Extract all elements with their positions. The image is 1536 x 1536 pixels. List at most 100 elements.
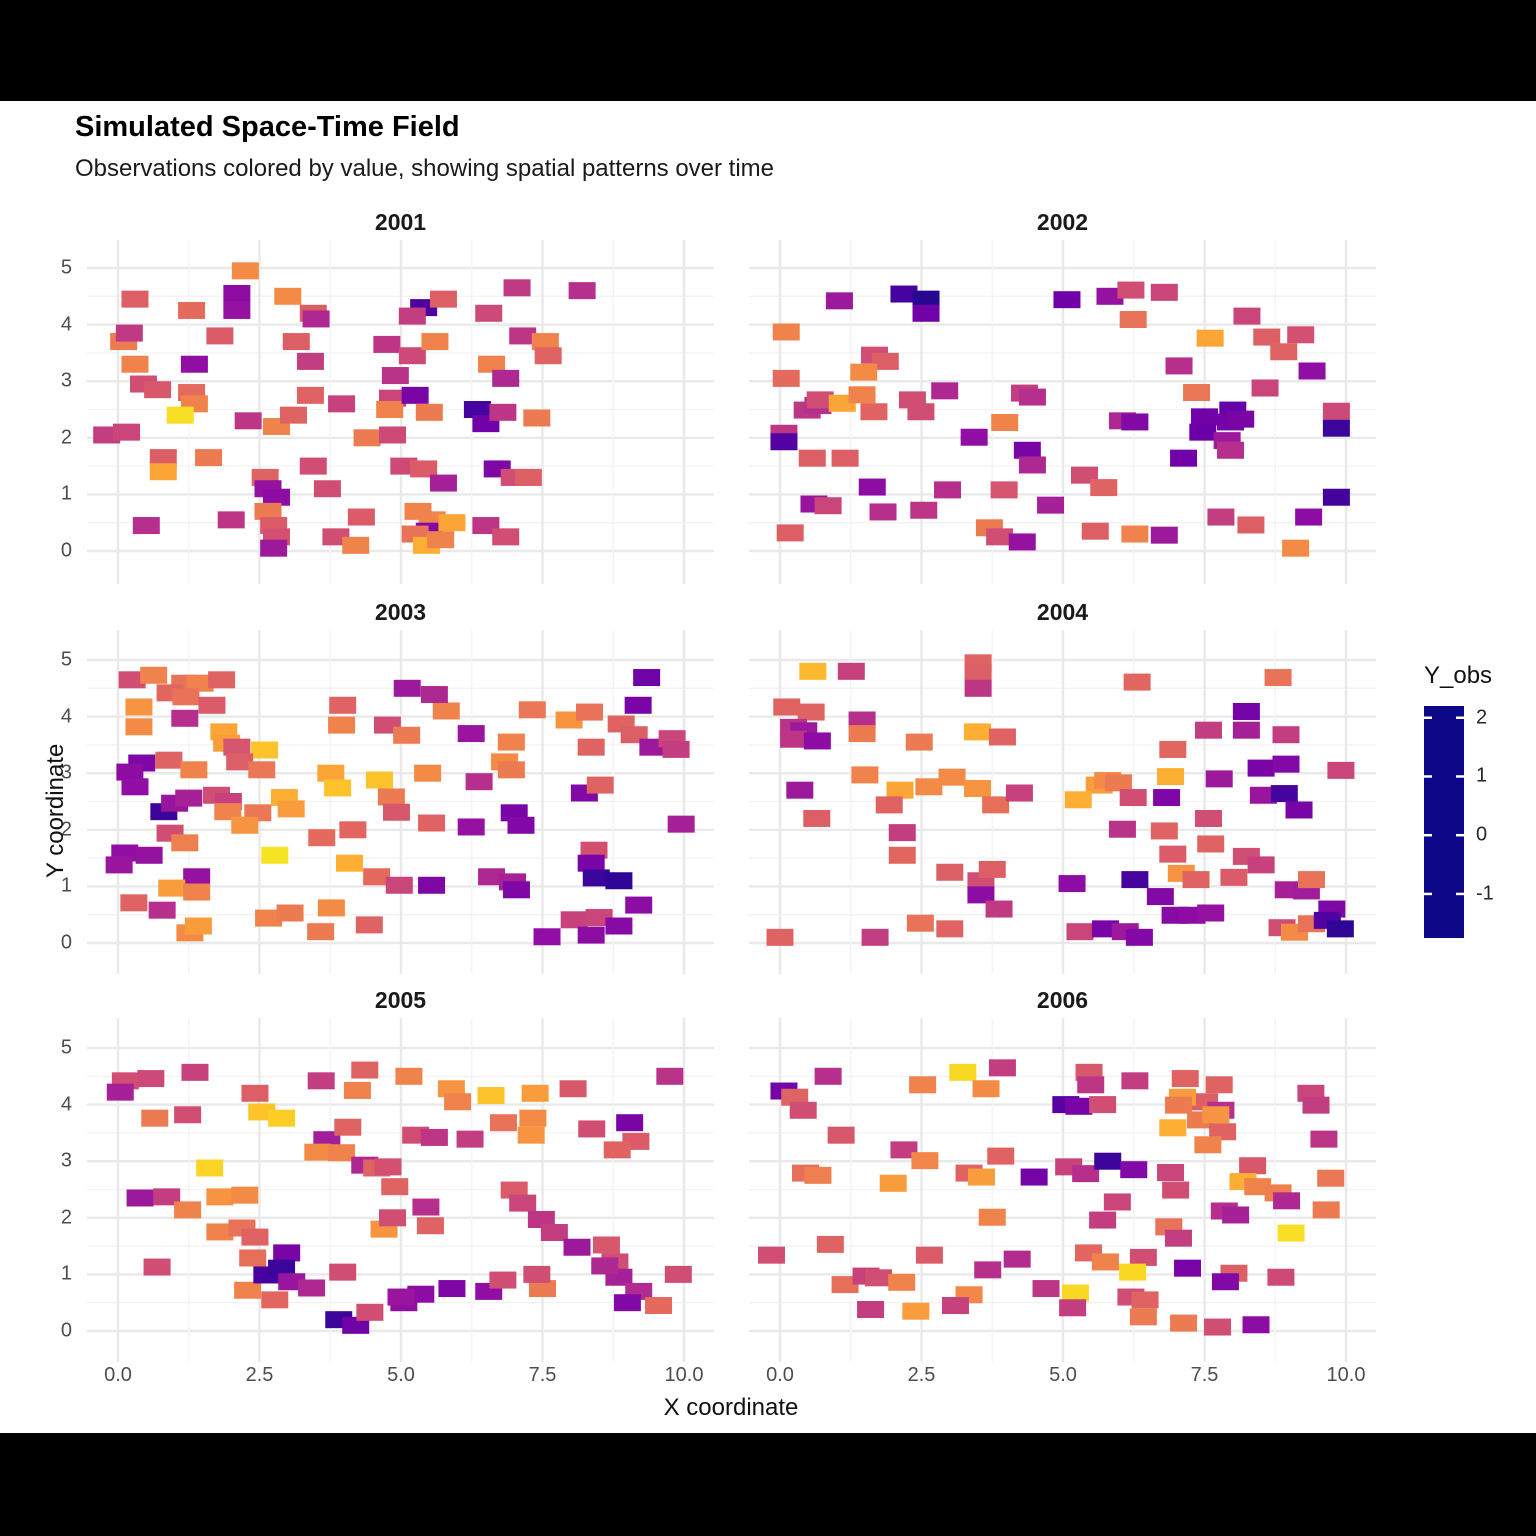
x-axis-title: X coordinate <box>663 1394 799 1421</box>
data-tile <box>972 1080 1000 1098</box>
data-tile <box>1209 1123 1237 1141</box>
data-tile <box>1211 1273 1239 1291</box>
data-tile <box>184 917 212 935</box>
data-tile <box>1159 845 1187 863</box>
data-tile <box>1157 768 1185 786</box>
data-tile <box>848 386 876 404</box>
data-tile <box>1164 1096 1192 1114</box>
data-tile <box>148 901 176 919</box>
data-tile <box>1197 904 1225 922</box>
data-tile <box>262 488 290 506</box>
data-tile <box>987 1147 1015 1165</box>
data-tile <box>180 761 208 779</box>
data-tile <box>279 406 307 424</box>
data-tile <box>1091 1253 1119 1271</box>
data-tile <box>492 528 520 546</box>
data-tile <box>234 1281 262 1299</box>
data-tile <box>1277 1224 1305 1242</box>
legend-colorbar <box>1424 706 1464 943</box>
y-tick-label: 4 <box>60 1093 72 1116</box>
data-tile <box>1162 1181 1190 1199</box>
data-tile <box>268 1109 296 1127</box>
data-tile <box>276 904 304 922</box>
data-tile <box>343 1081 371 1099</box>
data-tile <box>888 824 916 842</box>
data-tile <box>931 382 959 400</box>
data-tile <box>171 834 199 852</box>
data-tile <box>376 401 404 418</box>
data-tile <box>1220 868 1248 886</box>
data-tile <box>797 703 825 721</box>
data-tile <box>166 406 194 424</box>
data-tile <box>507 816 535 834</box>
data-tile <box>106 1083 134 1101</box>
data-tile <box>342 536 370 554</box>
data-tile <box>531 333 559 351</box>
data-tile <box>625 896 653 914</box>
data-tile <box>1322 488 1350 506</box>
data-tile <box>521 1084 549 1102</box>
data-tile <box>273 1244 301 1262</box>
data-tile <box>1242 1316 1270 1334</box>
data-tile <box>1207 508 1235 526</box>
data-tile <box>1058 875 1086 893</box>
data-tile <box>798 449 826 467</box>
data-tile <box>429 474 457 492</box>
x-tick-label: 0.0 <box>766 1364 794 1386</box>
data-tile <box>1090 479 1118 497</box>
y-tick-label: 1 <box>60 874 72 897</box>
data-tile <box>555 711 583 729</box>
legend-tick-label: 0 <box>1476 823 1488 846</box>
data-tile <box>1295 508 1323 526</box>
data-tile <box>1089 1096 1117 1114</box>
data-tile <box>890 1141 918 1159</box>
data-tile <box>1282 539 1310 557</box>
x-tick-label: 0.0 <box>104 1364 132 1386</box>
data-tile <box>988 1059 1016 1077</box>
data-tile <box>804 1166 832 1184</box>
data-tile <box>478 355 506 373</box>
data-tile <box>1270 785 1298 803</box>
data-tile <box>401 386 429 404</box>
data-tile <box>985 900 1013 918</box>
data-tile <box>827 1126 855 1144</box>
data-tile <box>437 1080 465 1098</box>
data-tile <box>379 426 407 444</box>
data-tile <box>457 725 485 743</box>
facet-panel-2003 <box>87 630 714 974</box>
data-tile <box>518 701 546 719</box>
data-tile <box>837 662 865 680</box>
facet-label-2001: 2001 <box>374 209 427 235</box>
data-tile <box>1170 1314 1198 1332</box>
data-tile <box>770 433 798 451</box>
data-tile <box>317 899 345 917</box>
data-tile <box>381 367 409 385</box>
data-tile <box>1018 388 1046 406</box>
legend-title: Y_obs <box>1424 662 1493 689</box>
data-tile <box>1264 669 1292 687</box>
data-tile <box>527 1210 555 1228</box>
facet-panel-2002 <box>749 240 1376 584</box>
data-tile <box>786 781 814 799</box>
data-tile <box>251 741 279 759</box>
y-tick-label: 5 <box>60 256 72 279</box>
data-tile <box>377 788 405 806</box>
data-tile <box>395 1067 423 1085</box>
data-tile <box>329 1263 357 1281</box>
data-tile <box>780 730 808 748</box>
data-tile <box>198 696 226 714</box>
data-tile <box>514 468 542 486</box>
data-tile <box>1018 456 1046 474</box>
data-tile <box>890 285 918 303</box>
y-tick-label: 4 <box>60 705 72 728</box>
data-tile <box>605 917 633 935</box>
data-tile <box>427 531 455 549</box>
data-tile <box>664 1265 692 1283</box>
data-tile <box>324 779 352 797</box>
data-tile <box>353 429 381 447</box>
y-tick-label: 4 <box>60 313 72 336</box>
data-tile <box>489 1271 517 1289</box>
data-tile <box>1072 1165 1100 1183</box>
data-tile <box>789 1101 817 1119</box>
data-tile <box>393 679 421 697</box>
